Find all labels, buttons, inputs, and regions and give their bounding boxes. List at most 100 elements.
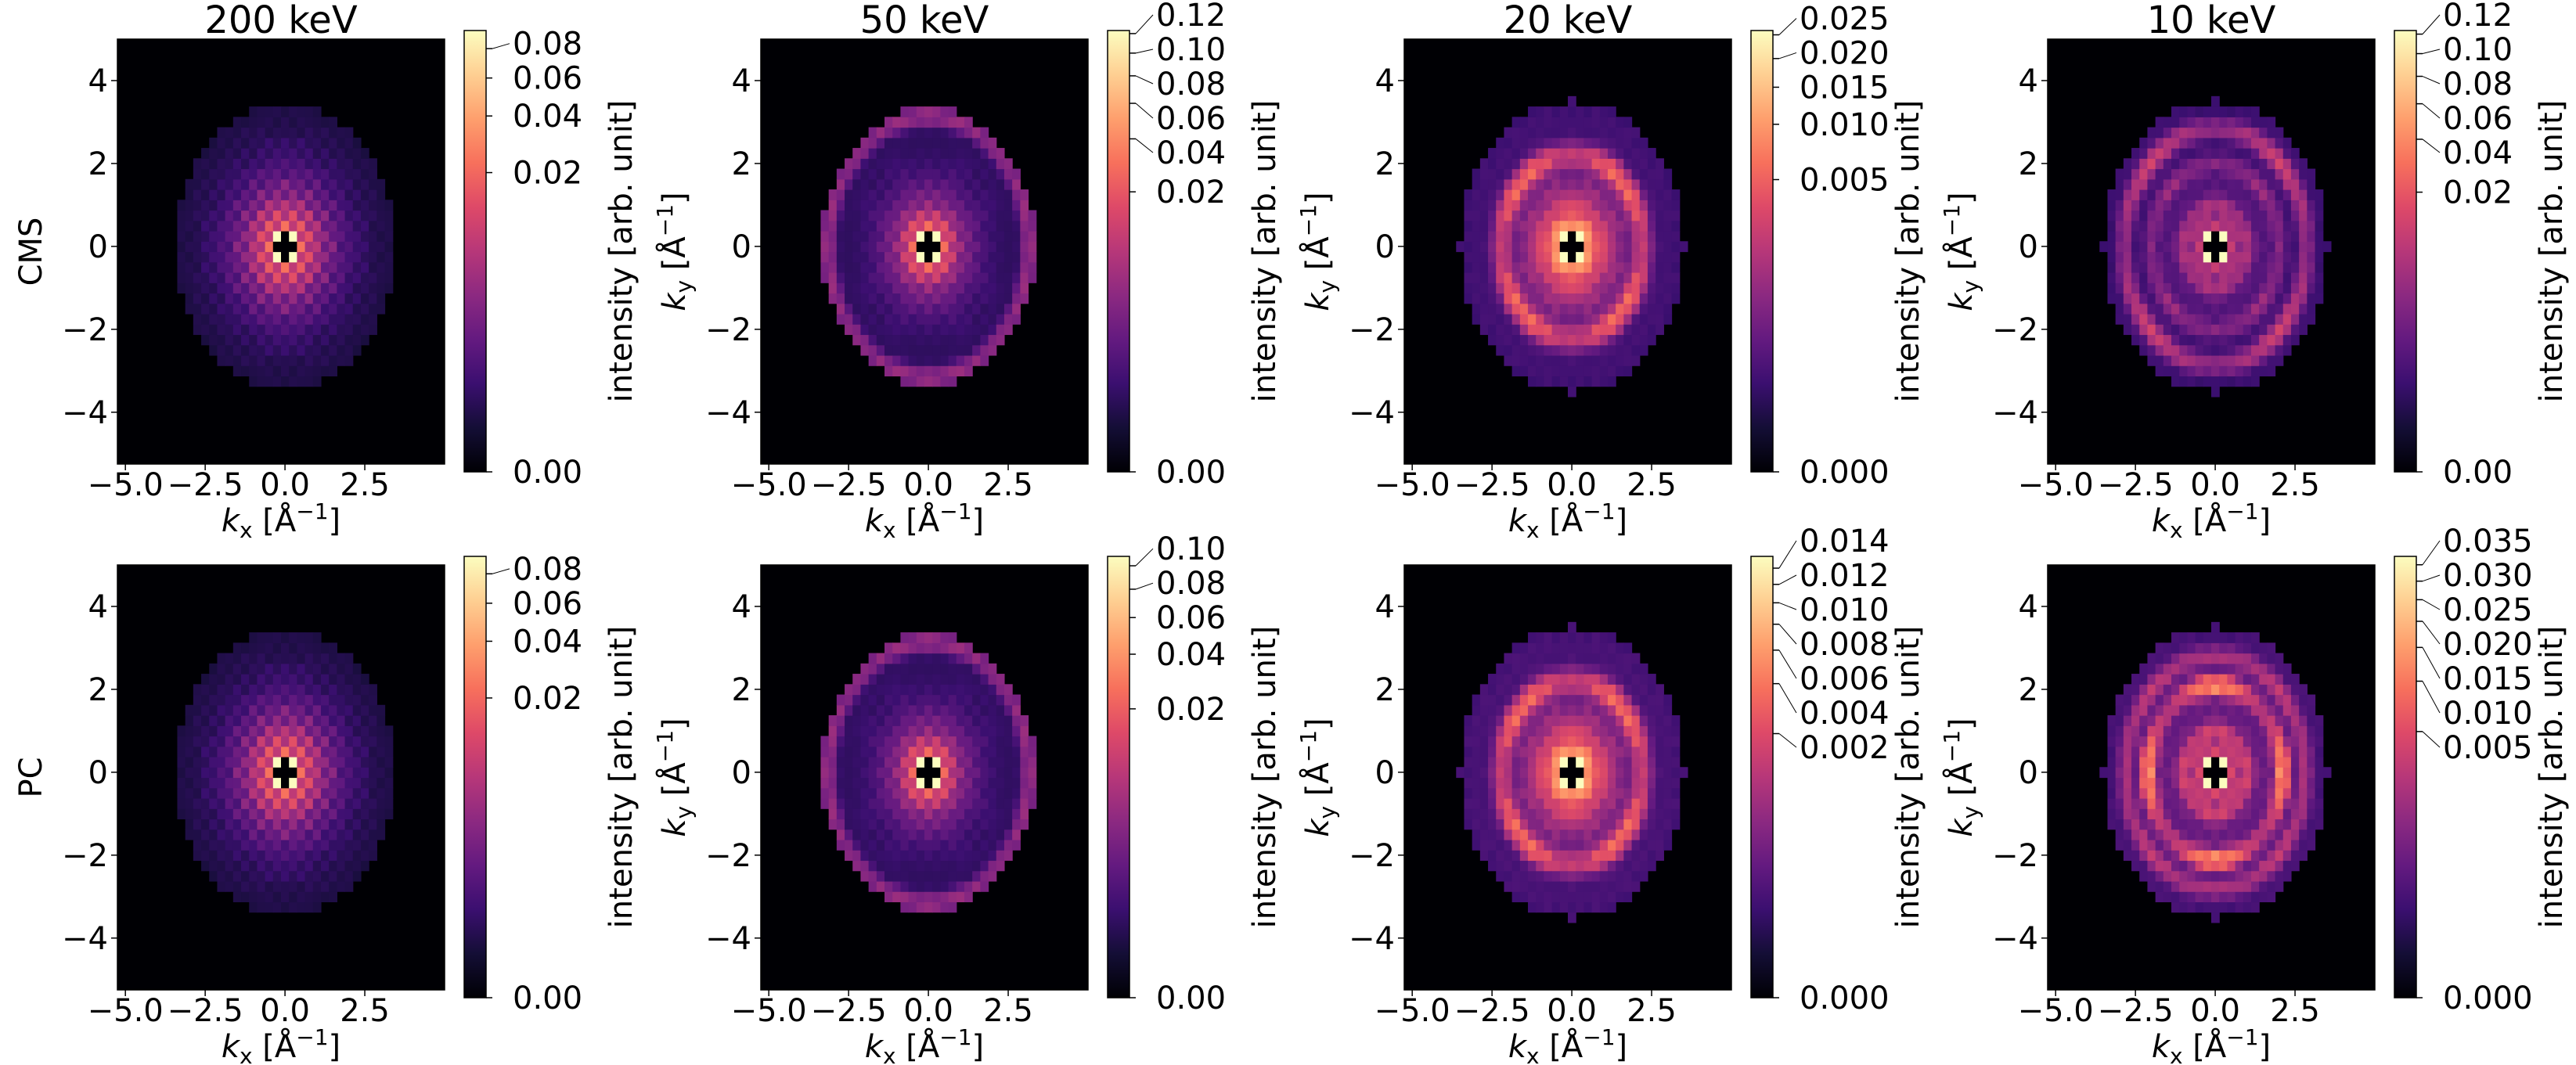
heatmap-cell xyxy=(1599,189,1609,200)
heatmap-cell xyxy=(836,777,845,789)
y-axis-label: ky [Å−1] xyxy=(1295,192,1340,311)
heatmap-cell xyxy=(329,334,337,346)
heatmap-cell xyxy=(2275,334,2284,346)
heatmap-cell xyxy=(1559,376,1569,387)
heatmap-cell xyxy=(337,127,346,139)
heatmap-cell xyxy=(185,261,194,273)
heatmap-cell xyxy=(916,653,925,664)
heatmap-cell xyxy=(980,293,989,304)
heatmap-cell xyxy=(1544,736,1553,747)
heatmap-cell xyxy=(916,324,925,336)
heatmap-cell xyxy=(297,354,306,366)
heatmap-cell xyxy=(337,767,346,779)
heatmap-cell xyxy=(940,127,949,139)
heatmap-cell xyxy=(1576,324,1584,336)
heatmap-cell xyxy=(2139,757,2149,768)
heatmap-cell xyxy=(828,757,838,768)
heatmap-cell xyxy=(1020,241,1029,253)
heatmap-cell xyxy=(1583,870,1593,882)
heatmap-cell xyxy=(836,231,845,242)
heatmap-cell xyxy=(2123,839,2132,851)
heatmap-cell xyxy=(2179,746,2189,757)
heatmap-cell xyxy=(916,313,925,325)
heatmap-cell xyxy=(1519,829,1529,840)
heatmap-cell xyxy=(852,808,862,820)
heatmap-cell xyxy=(1616,829,1624,840)
heatmap-cell xyxy=(1511,178,1521,190)
heatmap-cell xyxy=(2211,880,2220,892)
heatmap-cell xyxy=(1631,797,1641,809)
heatmap-cell xyxy=(217,663,226,675)
heatmap-cell xyxy=(360,674,369,685)
heatmap-cell xyxy=(209,303,218,315)
label-subscript: y xyxy=(1314,806,1340,819)
heatmap-cell xyxy=(2250,839,2260,851)
heatmap-cell xyxy=(948,344,957,356)
heatmap-cell xyxy=(2219,293,2228,304)
heatmap-cell xyxy=(272,663,282,675)
heatmap-cell xyxy=(924,653,933,664)
heatmap-cell xyxy=(924,106,933,117)
heatmap-cell xyxy=(232,148,242,159)
heatmap-cell xyxy=(232,251,242,263)
heatmap-cell xyxy=(1623,189,1633,200)
heatmap-cell xyxy=(249,158,258,170)
heatmap-cell xyxy=(2307,220,2316,232)
heatmap-cell xyxy=(852,293,862,304)
heatmap-cell xyxy=(209,261,218,273)
heatmap-cell xyxy=(329,231,337,242)
heatmap-cell xyxy=(2115,241,2124,253)
heatmap-cell xyxy=(1559,261,1569,273)
heatmap-cell xyxy=(2219,210,2228,221)
heatmap-cell xyxy=(1591,850,1601,862)
heatmap-cell xyxy=(1020,819,1029,830)
heatmap-cell xyxy=(868,808,877,820)
heatmap-cell xyxy=(232,839,242,851)
heatmap-cell xyxy=(2115,293,2124,304)
heatmap-cell xyxy=(2227,137,2236,149)
heatmap-cell xyxy=(329,137,337,149)
heatmap-cell xyxy=(225,334,234,346)
heatmap-cell xyxy=(932,178,941,190)
heatmap-cell xyxy=(972,663,981,675)
heatmap-cell xyxy=(2275,220,2284,232)
heatmap-cell xyxy=(1583,653,1593,664)
heatmap-cell xyxy=(1559,354,1569,366)
heatmap-cell xyxy=(1591,642,1601,654)
heatmap-cell xyxy=(908,736,917,747)
heatmap-cell xyxy=(1536,819,1545,830)
heatmap-cell xyxy=(1607,870,1616,882)
heatmap-cell xyxy=(2123,241,2132,253)
heatmap-cell xyxy=(2250,106,2260,117)
heatmap-cell xyxy=(1607,365,1616,377)
colorbar-label: intensity [arb. unit] xyxy=(603,626,639,929)
heatmap-cell xyxy=(924,220,933,232)
heatmap-cell xyxy=(1663,829,1673,840)
heatmap-cell xyxy=(312,736,322,747)
heatmap-cell xyxy=(2147,231,2156,242)
heatmap-cell xyxy=(272,365,282,377)
heatmap-cell xyxy=(972,787,981,799)
heatmap-cell xyxy=(1663,261,1673,273)
heatmap-cell xyxy=(1496,313,1505,325)
heatmap-cell xyxy=(1003,767,1013,779)
heatmap-cell xyxy=(2187,839,2196,851)
heatmap-cell xyxy=(956,127,965,139)
heatmap-cell xyxy=(241,870,250,882)
heatmap-cell xyxy=(996,725,1005,737)
heatmap-cell xyxy=(193,746,202,757)
heatmap-cell xyxy=(2219,313,2228,325)
heatmap-cell xyxy=(964,324,973,336)
heatmap-cell xyxy=(2243,313,2252,325)
heatmap-cell xyxy=(2235,653,2244,664)
heatmap-cell xyxy=(281,715,290,726)
heatmap-cell xyxy=(304,632,314,643)
heatmap-cell xyxy=(281,127,290,139)
heatmap-cell xyxy=(320,137,330,149)
heatmap-cell xyxy=(2227,251,2236,263)
heatmap-cell xyxy=(860,829,870,840)
heatmap-cell xyxy=(272,694,282,706)
heatmap-cell xyxy=(2203,231,2212,242)
heatmap-cell xyxy=(1591,632,1601,643)
